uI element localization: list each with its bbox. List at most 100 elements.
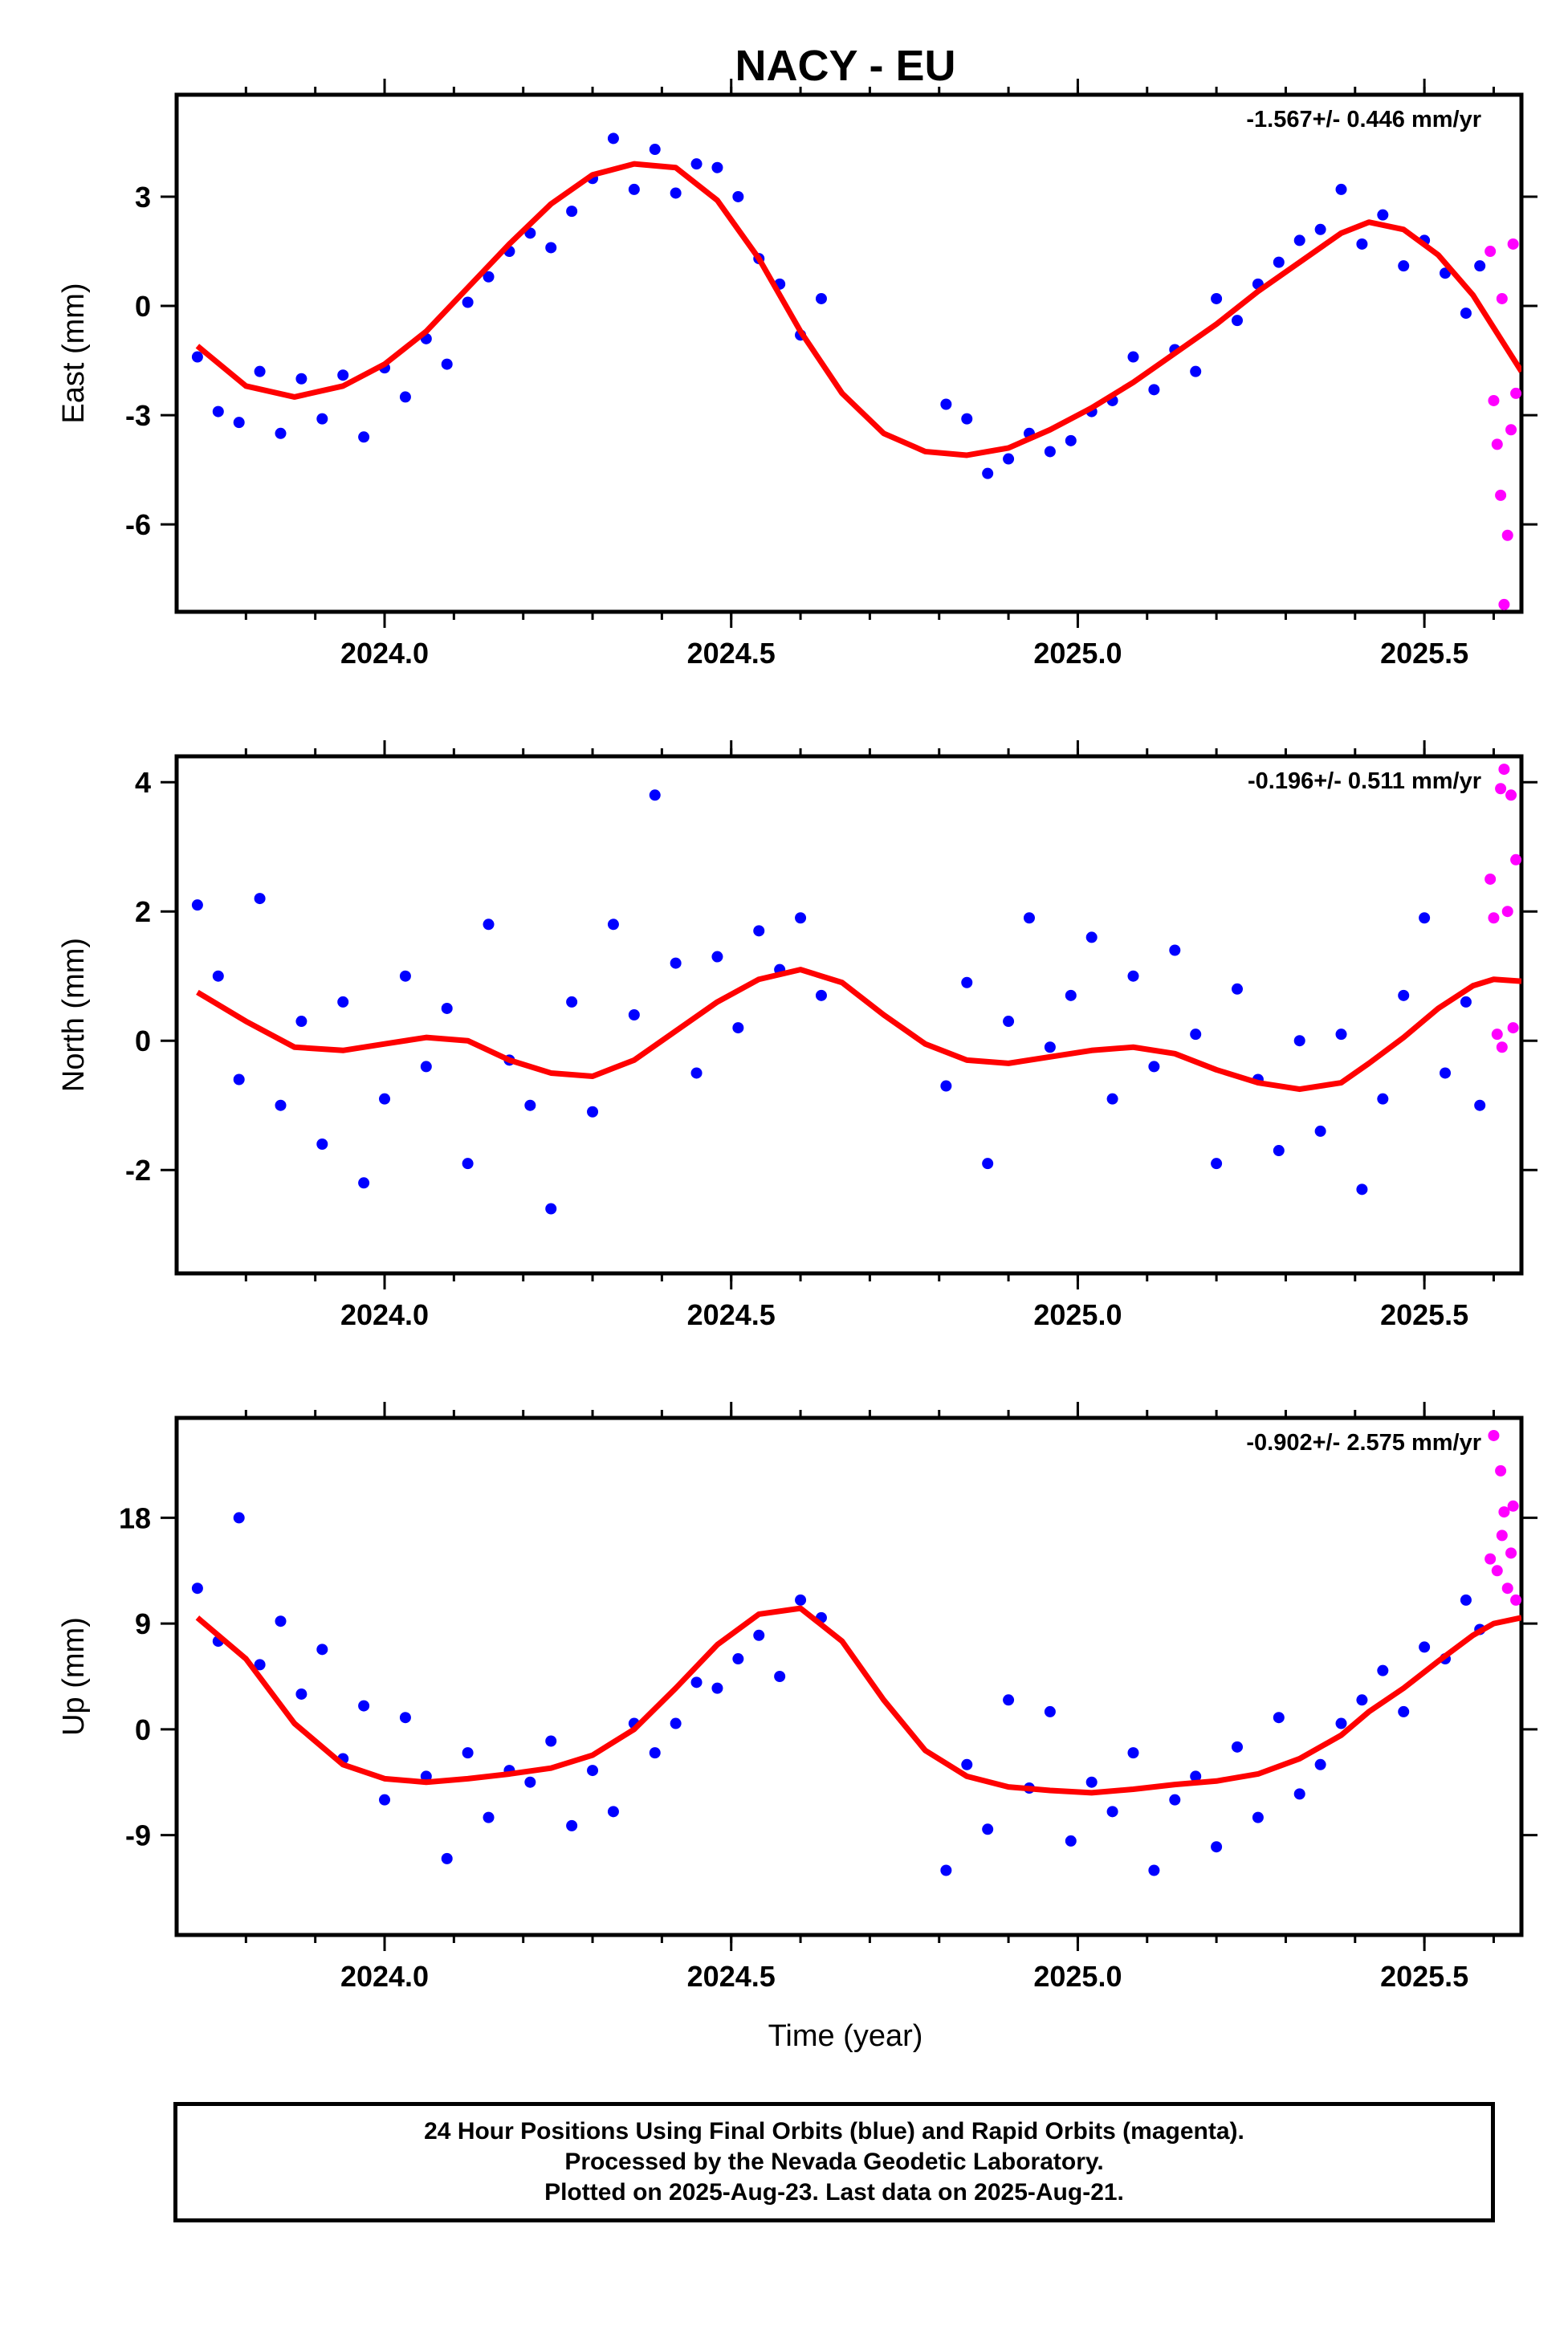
final-orbit-point: [233, 1073, 245, 1086]
final-orbit-point: [191, 1583, 203, 1595]
rapid-orbit-point: [1498, 598, 1510, 610]
final-orbit-point: [1106, 1093, 1118, 1105]
y-tick-label: -2: [125, 1154, 151, 1187]
final-orbit-point: [1148, 384, 1160, 396]
final-orbit-point: [483, 271, 495, 283]
final-orbit-point: [1398, 260, 1410, 272]
final-orbit-point: [441, 1002, 453, 1014]
y-tick-label: 0: [135, 1713, 151, 1746]
final-orbit-point: [1190, 365, 1202, 377]
figure-title: NACY - EU: [735, 42, 955, 90]
final-orbit-point: [1211, 292, 1223, 304]
final-orbit-point: [1377, 1093, 1389, 1105]
final-orbit-point: [1065, 434, 1077, 446]
x-tick-label: 2024.0: [340, 1960, 429, 1993]
final-orbit-point: [483, 919, 495, 931]
final-orbit-point: [690, 1676, 703, 1688]
final-orbit-point: [1044, 1705, 1056, 1717]
final-orbit-point: [1106, 1806, 1118, 1818]
final-orbit-point: [940, 1864, 952, 1876]
final-orbit-point: [982, 467, 994, 479]
rapid-orbit-point: [1496, 1530, 1508, 1542]
final-orbit-point: [1460, 1594, 1472, 1606]
y-axis-label: Up (mm): [57, 1617, 91, 1736]
final-orbit-point: [795, 1594, 807, 1606]
final-orbit-point: [275, 427, 287, 439]
final-orbit-point: [191, 351, 203, 363]
final-orbit-point: [379, 1093, 391, 1105]
final-orbit-point: [670, 957, 682, 969]
rate-annotation: -1.567+/- 0.446 mm/yr: [1246, 107, 1481, 132]
footer-line-3: Plotted on 2025-Aug-23. Last data on 202…: [544, 2179, 1124, 2206]
final-orbit-point: [1398, 1705, 1410, 1717]
final-orbit-point: [212, 405, 224, 418]
final-orbit-point: [1356, 1183, 1368, 1196]
final-orbit-point: [1148, 1864, 1160, 1876]
final-orbit-point: [212, 970, 224, 982]
x-tick-label: 2024.5: [687, 637, 776, 670]
x-tick-label: 2025.5: [1380, 1298, 1468, 1331]
final-orbit-point: [545, 1735, 557, 1747]
rapid-orbit-point: [1485, 873, 1497, 885]
footer-line-1: 24 Hour Positions Using Final Orbits (bl…: [424, 2118, 1244, 2145]
final-orbit-point: [462, 296, 474, 308]
final-orbit-point: [607, 919, 619, 931]
final-orbit-point: [524, 1776, 536, 1788]
final-orbit-point: [1335, 1029, 1347, 1041]
final-orbit-point: [1419, 912, 1431, 924]
final-orbit-point: [1356, 1694, 1368, 1706]
final-orbit-point: [462, 1158, 474, 1170]
footer-line-2: Processed by the Nevada Geodetic Laborat…: [564, 2149, 1104, 2175]
final-orbit-point: [753, 925, 765, 937]
final-orbit-point: [1460, 996, 1472, 1008]
final-orbit-point: [1460, 308, 1472, 320]
final-orbit-point: [1127, 351, 1139, 363]
final-orbit-point: [607, 132, 619, 145]
model-fit-line: [196, 967, 1521, 1093]
final-orbit-point: [1419, 1641, 1431, 1653]
final-orbit-point: [815, 292, 827, 304]
y-tick-label: 4: [135, 766, 151, 799]
final-orbit-point: [649, 144, 661, 156]
final-orbit-point: [254, 1659, 266, 1671]
final-orbit-point: [1293, 1788, 1305, 1800]
rapid-orbit-point: [1507, 1500, 1519, 1512]
x-tick-label: 2024.0: [340, 637, 429, 670]
final-orbit-point: [1211, 1158, 1223, 1170]
final-orbit-point: [711, 161, 723, 173]
east-panel: 2024.0 2024.5 2025.0 2025.5 -6 -3 0 3 East (mm) -…: [57, 79, 1537, 670]
final-orbit-point: [566, 996, 578, 1008]
final-orbit-point: [774, 1671, 786, 1682]
final-orbit-point: [982, 1823, 994, 1835]
final-orbit-point: [1023, 912, 1035, 924]
rapid-orbit-point: [1505, 1547, 1517, 1559]
y-axis-label: North (mm): [57, 938, 91, 1092]
data-layer: [191, 1429, 1521, 1876]
rapid-orbit-point: [1498, 1506, 1510, 1518]
final-orbit-point: [1190, 1029, 1202, 1041]
final-orbit-point: [316, 1139, 328, 1150]
final-orbit-point: [1127, 970, 1139, 982]
final-orbit-point: [795, 912, 807, 924]
final-orbit-point: [1085, 1776, 1098, 1788]
y-tick-label: -9: [125, 1819, 151, 1852]
footer-box: 24 Hour Positions Using Final Orbits (bl…: [173, 2102, 1495, 2222]
final-orbit-point: [1003, 1694, 1015, 1706]
final-orbit-point: [1169, 944, 1181, 956]
final-orbit-point: [649, 789, 661, 801]
data-layer: [191, 764, 1521, 1215]
final-orbit-point: [233, 1512, 245, 1524]
rapid-orbit-point: [1505, 789, 1517, 801]
final-orbit-point: [566, 1819, 578, 1831]
final-orbit-point: [1293, 234, 1305, 246]
y-tick-label: 18: [119, 1501, 151, 1534]
final-orbit-point: [1314, 1125, 1326, 1137]
final-orbit-point: [1356, 238, 1368, 250]
final-orbit-point: [1474, 260, 1486, 272]
final-orbit-point: [1314, 1758, 1326, 1770]
rate-annotation: -0.902+/- 2.575 mm/yr: [1246, 1430, 1481, 1456]
final-orbit-point: [233, 417, 245, 429]
final-orbit-point: [1232, 983, 1244, 995]
final-orbit-point: [961, 976, 973, 988]
rapid-orbit-point: [1501, 1583, 1513, 1595]
